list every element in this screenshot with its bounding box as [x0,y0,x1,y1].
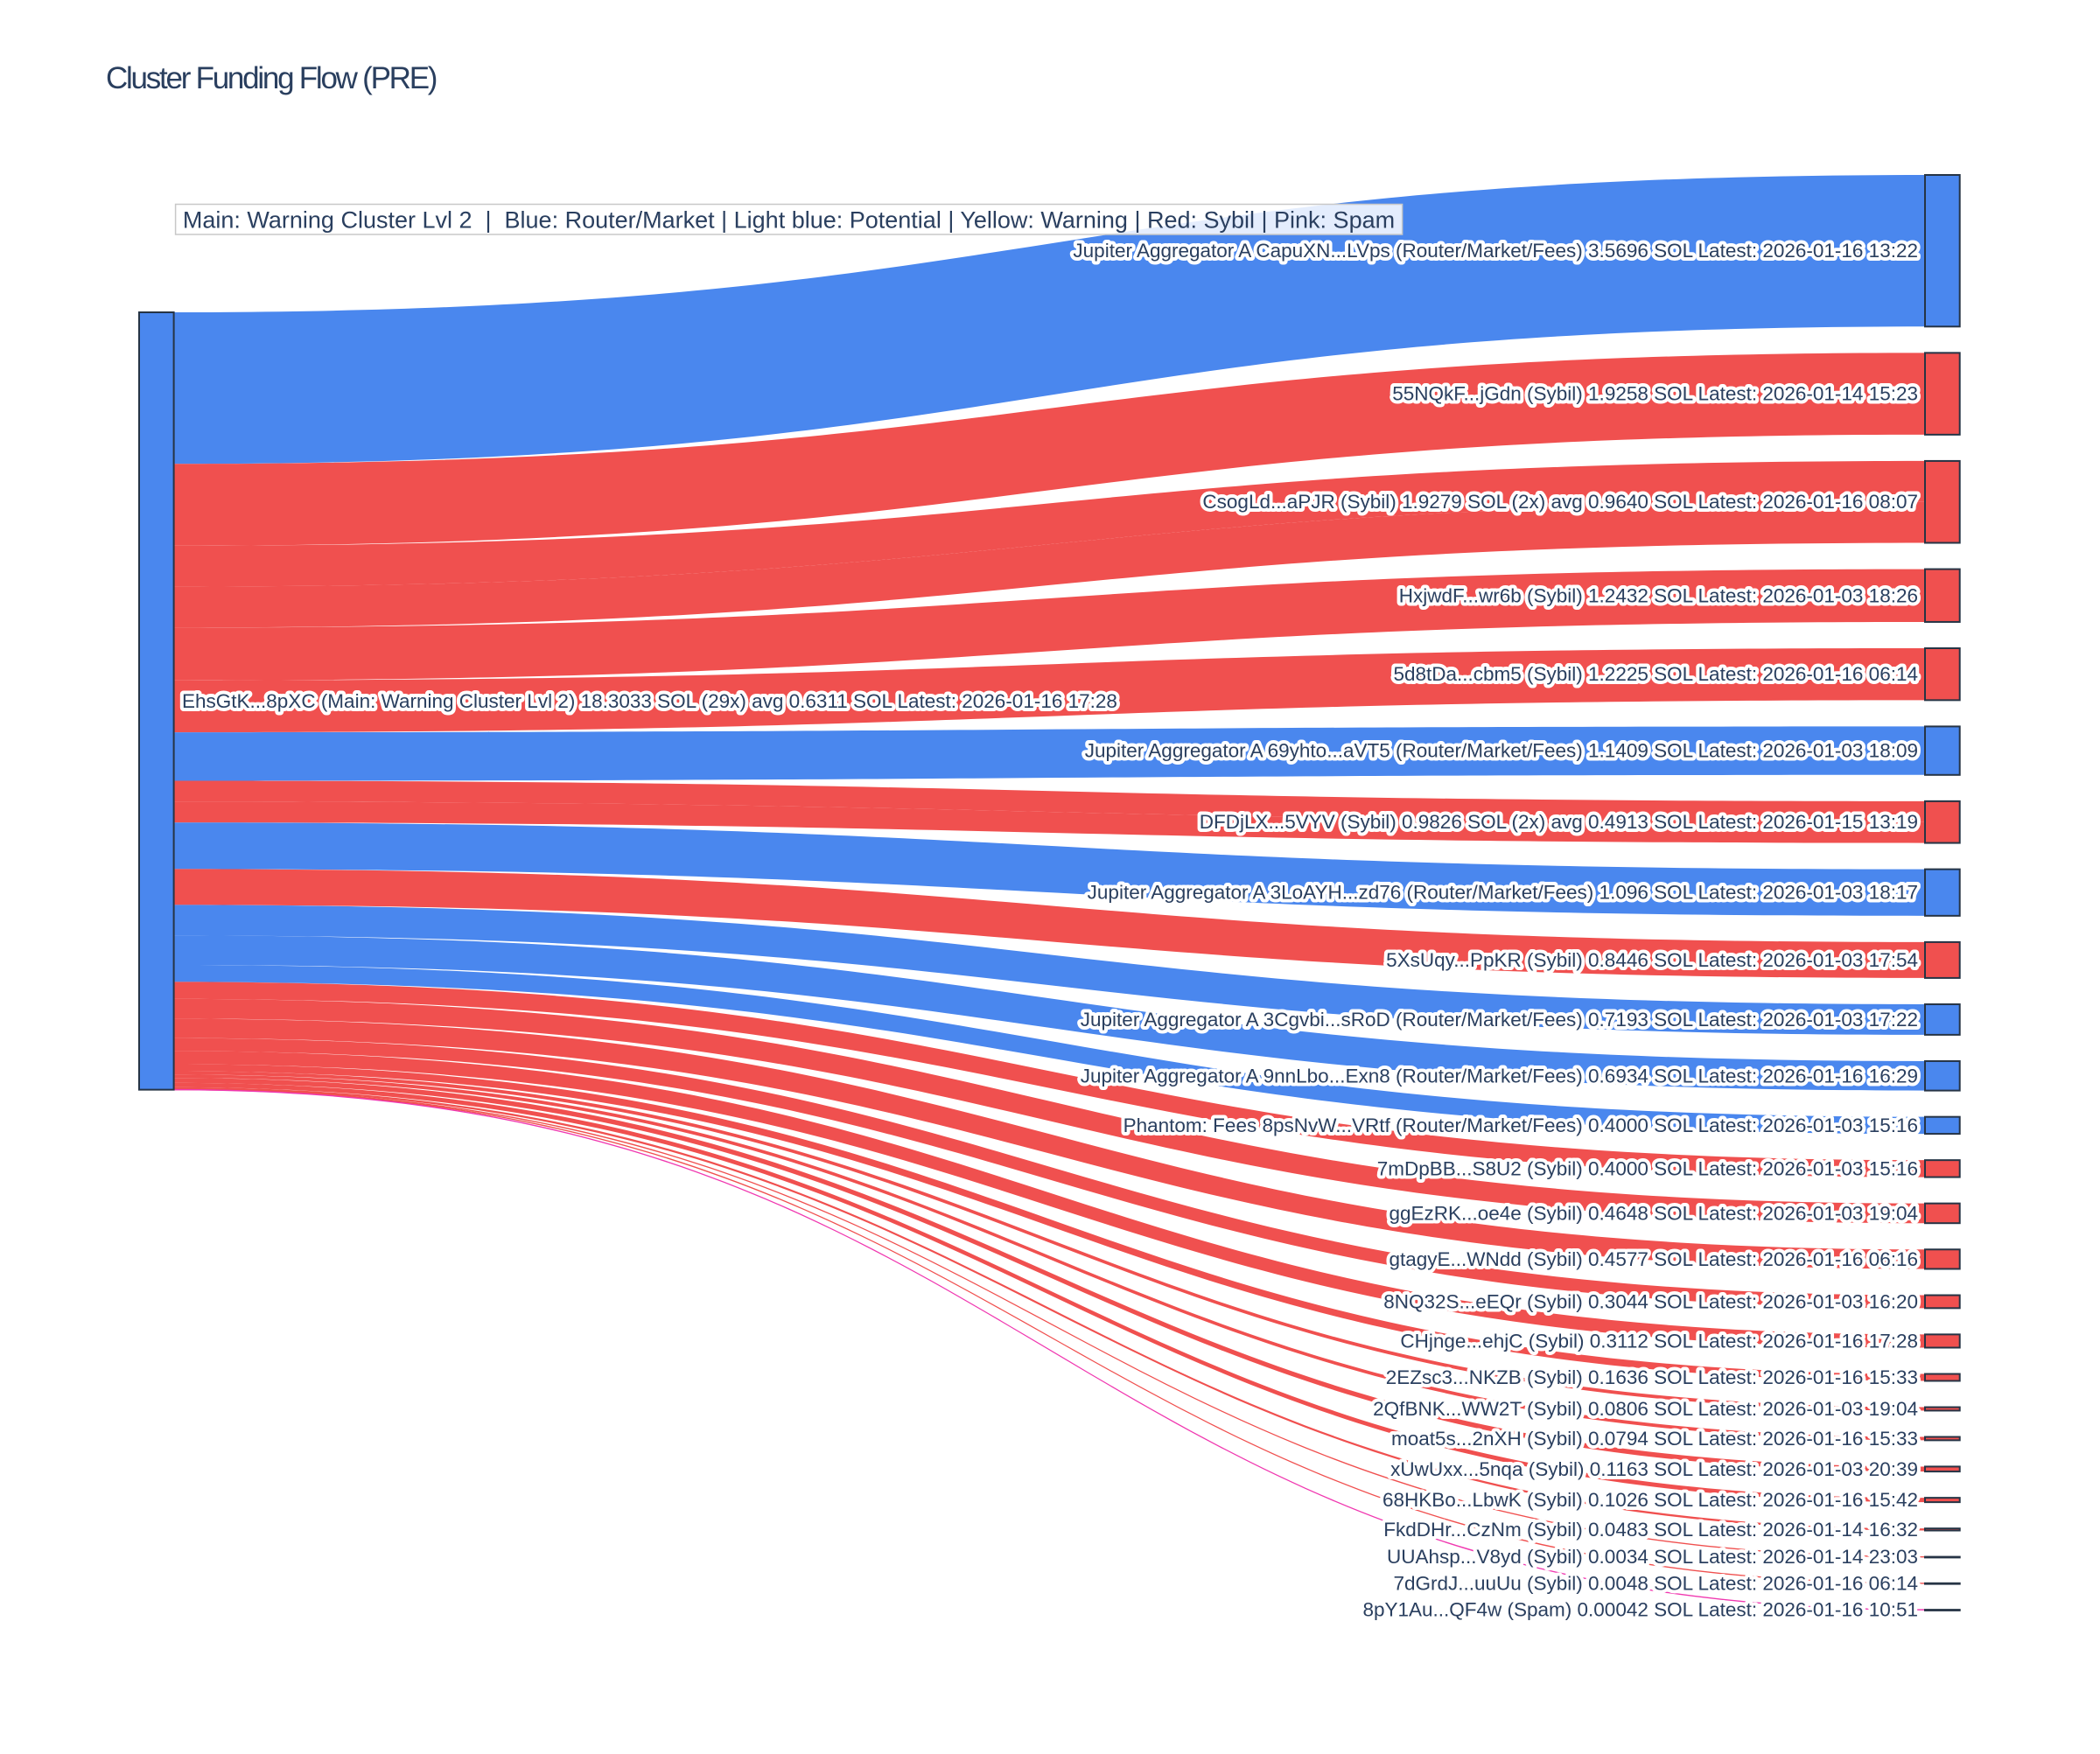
svg-text:DFDjLX...5VYV (Sybil) 0.9826 S: DFDjLX...5VYV (Sybil) 0.9826 SOL (2x) av… [1200,811,1918,833]
svg-text:Jupiter Aggregator A 3Cgvbi...: Jupiter Aggregator A 3Cgvbi...sRoD (Rout… [1081,1009,1918,1031]
svg-text:5d8tDa...cbm5 (Sybil) 1.2225 S: 5d8tDa...cbm5 (Sybil) 1.2225 SOL Latest:… [1393,663,1918,685]
svg-text:68HKBo...LbwK (Sybil) 0.1026 S: 68HKBo...LbwK (Sybil) 0.1026 SOL Latest:… [1382,1489,1918,1511]
svg-text:gtagyE...WNdd (Sybil) 0.4577 S: gtagyE...WNdd (Sybil) 0.4577 SOL Latest:… [1389,1248,1918,1270]
svg-text:HxjwdF...wr6b (Sybil) 1.2432 S: HxjwdF...wr6b (Sybil) 1.2432 SOL Latest:… [1399,584,1918,606]
svg-text:Phantom: Fees 8psNvW...VRtf (R: Phantom: Fees 8psNvW...VRtf (Router/Mark… [1124,1115,1918,1136]
svg-text:2QfBNK...WW2T (Sybil) 0.0806 S: 2QfBNK...WW2T (Sybil) 0.0806 SOL Latest:… [1373,1398,1918,1420]
svg-text:Main: Warning Cluster Lvl 2 |: Main: Warning Cluster Lvl 2 | Blue: Rout… [183,207,1395,234]
svg-text:5XsUqy...PpKR (Sybil) 0.8446 S: 5XsUqy...PpKR (Sybil) 0.8446 SOL Latest:… [1386,949,1918,971]
svg-text:Jupiter Aggregator A CapuXN...: Jupiter Aggregator A CapuXN...LVps (Rout… [1073,240,1918,262]
svg-text:8pY1Au...QF4w (Spam) 0.00042 S: 8pY1Au...QF4w (Spam) 0.00042 SOL Latest:… [1362,1599,1918,1621]
svg-text:Jupiter Aggregator A 69yhto...: Jupiter Aggregator A 69yhto...aVT5 (Rout… [1085,740,1918,762]
svg-text:UUAhsp...V8yd (Sybil) 0.0034 S: UUAhsp...V8yd (Sybil) 0.0034 SOL Latest:… [1387,1546,1918,1568]
svg-text:7mDpBB...S8U2 (Sybil) 0.4000 S: 7mDpBB...S8U2 (Sybil) 0.4000 SOL Latest:… [1377,1157,1918,1179]
svg-text:EhsGtK...8pXC (Main: Warning C: EhsGtK...8pXC (Main: Warning Cluster Lvl… [182,690,1117,712]
svg-text:55NQkF...jGdn (Sybil) 1.9258 S: 55NQkF...jGdn (Sybil) 1.9258 SOL Latest:… [1392,383,1918,405]
svg-text:8NQ32S...eEQr (Sybil) 0.3044 S: 8NQ32S...eEQr (Sybil) 0.3044 SOL Latest:… [1383,1290,1918,1312]
svg-text:2EZsc3...NKZB (Sybil) 0.1636 S: 2EZsc3...NKZB (Sybil) 0.1636 SOL Latest:… [1386,1366,1918,1388]
svg-text:Jupiter Aggregator A 3LoAYH...: Jupiter Aggregator A 3LoAYH...zd76 (Rout… [1088,882,1918,904]
svg-text:Jupiter Aggregator A 9nnLbo...: Jupiter Aggregator A 9nnLbo...Exn8 (Rout… [1081,1065,1918,1087]
svg-text:FkdDHr...CzNm (Sybil) 0.0483 S: FkdDHr...CzNm (Sybil) 0.0483 SOL Latest:… [1383,1519,1918,1541]
svg-text:7dGrdJ...uuUu (Sybil) 0.0048 S: 7dGrdJ...uuUu (Sybil) 0.0048 SOL Latest:… [1393,1572,1918,1594]
svg-text:moat5s...2nXH (Sybil) 0.0794 S: moat5s...2nXH (Sybil) 0.0794 SOL Latest:… [1391,1428,1918,1450]
svg-text:xUwUxx...5nqa (Sybil) 0.1163 S: xUwUxx...5nqa (Sybil) 0.1163 SOL Latest:… [1390,1458,1918,1480]
svg-text:CHjnge...ehjC (Sybil) 0.3112 S: CHjnge...ehjC (Sybil) 0.3112 SOL Latest:… [1400,1330,1918,1352]
svg-text:ggEzRK...oe4e (Sybil) 0.4648 S: ggEzRK...oe4e (Sybil) 0.4648 SOL Latest:… [1389,1202,1918,1224]
svg-text:Cluster Funding Flow (PRE): Cluster Funding Flow (PRE) [106,61,437,95]
svg-text:CsogLd...aPJR (Sybil) 1.9279 S: CsogLd...aPJR (Sybil) 1.9279 SOL (2x) av… [1202,491,1918,513]
